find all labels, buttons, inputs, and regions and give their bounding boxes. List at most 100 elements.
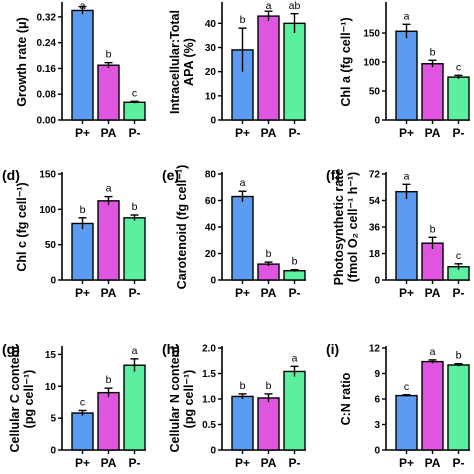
significance-letter: a xyxy=(240,177,246,189)
y-tick-label: 0.00 xyxy=(37,116,57,127)
panel-label: (d) xyxy=(2,167,20,183)
y-axis-title: Chl c (fg cell⁻¹) xyxy=(15,182,29,271)
significance-letter: b xyxy=(430,46,436,58)
x-category-label: P+ xyxy=(399,286,414,300)
significance-letter: b xyxy=(80,204,86,216)
panel-label: (i) xyxy=(326,341,339,357)
y-axis-title: (fmol O₂ cell⁻¹ h⁻¹) xyxy=(346,172,360,282)
y-tick-label: 10 xyxy=(45,382,57,393)
x-category-label: PA xyxy=(425,456,441,470)
y-tick-label: 60 xyxy=(205,196,217,207)
y-tick-label: 0 xyxy=(374,276,380,287)
y-tick-label: 40 xyxy=(205,19,217,30)
panel-label: (e) xyxy=(162,167,179,183)
significance-letter: a xyxy=(80,0,86,12)
significance-letter: a xyxy=(266,0,272,12)
y-tick-label: 12 xyxy=(369,344,381,355)
y-tick-label: 10 xyxy=(205,91,217,102)
y-tick-label: 5 xyxy=(50,414,56,425)
significance-letter: a xyxy=(404,170,410,182)
y-tick-label: 0 xyxy=(374,446,380,457)
chart-panel-7: 0 5 10 15 Cellular C content (pg cell⁻¹)(g) c P… xyxy=(2,341,146,470)
x-category-label: P- xyxy=(289,456,301,470)
y-axis-title: Carotenoid (fg cell⁻¹) xyxy=(175,165,189,290)
y-tick-label: 150 xyxy=(363,29,380,40)
y-tick-label: 0 xyxy=(210,276,216,287)
y-tick-label: 50 xyxy=(45,240,57,251)
bar-pplus xyxy=(395,190,418,281)
x-category-label: P+ xyxy=(75,126,90,140)
bar-pminus xyxy=(447,364,470,451)
y-tick-label: 0 xyxy=(50,446,56,457)
y-tick-label: 2.0 xyxy=(202,344,216,355)
y-tick-label: 0.32 xyxy=(37,12,57,23)
x-category-label: P- xyxy=(289,286,301,300)
bar-pplus xyxy=(71,9,94,121)
significance-letter: b xyxy=(106,374,112,386)
y-tick-label: 1.5 xyxy=(202,369,216,380)
bar-pplus xyxy=(71,222,94,281)
y-axis-title: (pg cell⁻¹) xyxy=(182,370,196,429)
significance-letter: b xyxy=(266,380,272,392)
significance-letter: b xyxy=(240,14,246,26)
y-tick-label: 20 xyxy=(205,249,217,260)
significance-letter: b xyxy=(132,201,138,213)
y-axis-title: Chl a (fg cell⁻¹) xyxy=(339,17,353,106)
y-tick-label: 18 xyxy=(369,249,381,260)
y-tick-label: 15 xyxy=(45,350,57,361)
significance-letter: b xyxy=(240,380,246,392)
x-category-label: PA xyxy=(261,456,277,470)
y-tick-label: 54 xyxy=(369,196,381,207)
significance-letter: b xyxy=(266,248,272,260)
x-category-label: P+ xyxy=(235,456,250,470)
y-tick-label: 100 xyxy=(363,58,380,69)
y-tick-label: 3 xyxy=(374,420,380,431)
y-tick-label: 100 xyxy=(39,205,56,216)
x-category-label: PA xyxy=(261,286,277,300)
chart-panel-6: 0 18 36 54 72 Photosynthetic rate (fmol O₂ cel… xyxy=(326,167,470,300)
bar-pminus xyxy=(283,22,306,121)
x-category-label: PA xyxy=(261,126,277,140)
x-category-label: P- xyxy=(453,456,465,470)
y-axis-title: Cellular N content xyxy=(168,345,182,453)
bar-pa xyxy=(257,263,280,281)
y-tick-label: 0 xyxy=(374,116,380,127)
y-axis-title: C:N ratio xyxy=(339,372,353,425)
bar-pa xyxy=(97,391,120,451)
significance-letter: c xyxy=(456,250,461,262)
significance-letter: c xyxy=(132,87,137,99)
significance-letter: c xyxy=(404,381,409,393)
bar-pplus xyxy=(231,195,254,281)
y-tick-label: 20 xyxy=(205,67,217,78)
y-tick-label: 0 xyxy=(210,446,216,457)
y-tick-label: 36 xyxy=(369,223,381,234)
bar-pminus xyxy=(283,370,306,451)
significance-letter: ab xyxy=(289,0,301,12)
y-tick-label: 0.5 xyxy=(202,420,216,431)
y-tick-label: 0.08 xyxy=(37,90,57,101)
chart-panel-8: 0 0.5 1.0 1.5 2.0 Cellular N content (pg cell⁻… xyxy=(162,341,306,470)
bar-pplus xyxy=(395,394,418,451)
significance-letter: a xyxy=(430,346,436,358)
bar-pa xyxy=(421,63,444,121)
y-axis-title: Growth rate (μ) xyxy=(15,17,29,107)
y-tick-label: 6 xyxy=(374,395,380,406)
significance-letter: a xyxy=(292,352,298,364)
significance-letter: c xyxy=(80,396,85,408)
y-axis-title: (pg cell⁻¹) xyxy=(22,370,36,429)
bar-pa xyxy=(421,360,444,451)
bar-pminus xyxy=(123,364,146,451)
bar-pa xyxy=(257,397,280,451)
chart-panel-2: 0 10 20 30 40 Intracellular:Total APA (%) b P+ a P… xyxy=(168,0,306,140)
y-axis-title: Intracellular:Total xyxy=(168,10,182,114)
x-category-label: P+ xyxy=(399,126,414,140)
y-tick-label: 50 xyxy=(369,87,381,98)
x-category-label: P- xyxy=(129,456,141,470)
x-category-label: P+ xyxy=(399,456,414,470)
significance-letter: a xyxy=(106,183,112,195)
bar-pminus xyxy=(283,270,306,281)
x-category-label: P- xyxy=(129,126,141,140)
panel-label: (h) xyxy=(162,341,180,357)
x-category-label: P+ xyxy=(75,286,90,300)
